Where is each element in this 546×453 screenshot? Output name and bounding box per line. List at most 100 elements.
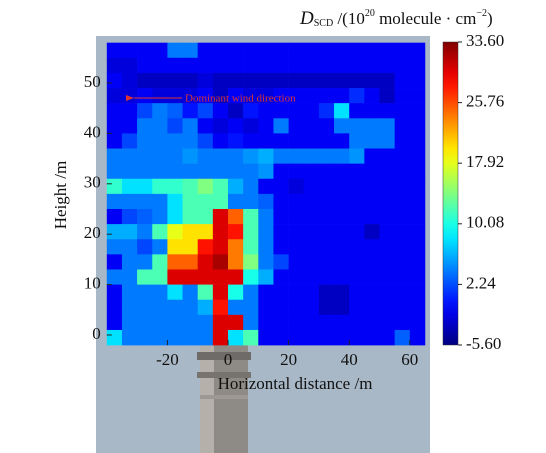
heat-cell: [379, 209, 395, 225]
heat-cell: [152, 284, 168, 301]
heat-cell: [167, 118, 183, 134]
heat-cell: [106, 254, 123, 270]
heat-cell: [228, 42, 244, 59]
y-tick-label: 30: [84, 173, 101, 192]
heat-cell: [318, 254, 335, 270]
colorbar-tick-label: -5.60: [466, 334, 501, 353]
heat-cell: [137, 148, 153, 164]
heat-cell: [349, 254, 365, 270]
y-tick-label: 0: [92, 324, 101, 343]
heat-cell: [288, 88, 305, 104]
heat-cell: [334, 224, 350, 240]
heat-cell: [167, 42, 183, 59]
heat-cell: [106, 88, 123, 104]
heat-cell: [303, 224, 320, 240]
heat-cell: [197, 163, 214, 180]
heat-cell: [121, 57, 138, 74]
heat-cell: [137, 193, 153, 210]
heat-cell: [182, 148, 198, 164]
heat-cell: [394, 118, 411, 134]
heat-cell: [258, 284, 274, 301]
heat-cell: [303, 42, 320, 59]
heat-cell: [394, 299, 411, 316]
heat-cell: [364, 299, 380, 316]
y-tick-label: 40: [84, 122, 101, 141]
heat-cell: [318, 284, 335, 301]
heat-cell: [318, 329, 335, 346]
heat-cell: [409, 299, 426, 316]
heat-cell: [318, 72, 335, 89]
heat-cell: [303, 299, 320, 316]
heat-cell: [197, 42, 214, 59]
heat-cell: [349, 163, 365, 180]
heat-cell: [197, 133, 214, 149]
heat-cell: [303, 269, 320, 285]
heat-cell: [167, 269, 183, 285]
heat-cell: [258, 193, 274, 210]
heat-cell: [364, 118, 380, 134]
heat-cell: [349, 239, 365, 255]
heat-cell: [364, 239, 380, 255]
colorbar-title-part: ): [487, 9, 493, 28]
heat-cell: [152, 148, 168, 164]
heat-cell: [243, 239, 259, 255]
heat-cell: [288, 269, 305, 285]
heat-cell: [121, 178, 138, 195]
heat-cell: [394, 72, 411, 89]
heat-cell: [409, 57, 426, 74]
heat-cell: [288, 178, 305, 195]
heat-cell: [394, 42, 411, 59]
heat-cell: [182, 72, 198, 89]
heat-cell: [121, 72, 138, 89]
heat-cell: [364, 163, 380, 180]
heat-cell: [121, 269, 138, 285]
heat-cell: [167, 133, 183, 149]
heat-cell: [212, 269, 229, 285]
heat-cell: [212, 329, 229, 346]
heat-cell: [106, 57, 123, 74]
heat-cell: [349, 284, 365, 301]
heat-cell: [137, 254, 153, 270]
heat-cell: [318, 118, 335, 134]
heat-cell: [288, 163, 305, 180]
heat-cell: [106, 148, 123, 164]
heat-cell: [152, 57, 168, 74]
heat-cell: [288, 118, 305, 134]
heat-cell: [212, 224, 229, 240]
heat-cell: [212, 193, 229, 210]
y-tick-label: 20: [84, 223, 101, 242]
heat-cell: [394, 178, 411, 195]
heat-cell: [182, 209, 198, 225]
heat-cell: [121, 103, 138, 119]
heat-cell: [197, 193, 214, 210]
heat-cell: [152, 193, 168, 210]
heat-cell: [318, 163, 335, 180]
heat-cell: [394, 224, 411, 240]
heat-cell: [258, 42, 274, 59]
heat-cell: [228, 88, 244, 104]
heat-cell: [167, 329, 183, 346]
heat-cell: [182, 224, 198, 240]
heat-cell: [182, 118, 198, 134]
heat-cell: [409, 269, 426, 285]
heat-cell: [364, 72, 380, 89]
heat-cell: [303, 133, 320, 149]
heat-cell: [303, 193, 320, 210]
x-axis-label: Horizontal distance /m: [218, 374, 373, 393]
heat-cell: [409, 118, 426, 134]
heat-cell: [197, 88, 214, 104]
heat-cell: [409, 284, 426, 301]
heat-cell: [228, 224, 244, 240]
heat-cell: [379, 178, 395, 195]
heat-cell: [212, 118, 229, 134]
heat-cell: [197, 148, 214, 164]
heat-cell: [228, 254, 244, 270]
heat-cell: [197, 209, 214, 225]
heat-cell: [318, 178, 335, 195]
heat-cell: [137, 239, 153, 255]
heat-cell: [197, 299, 214, 316]
heat-cell: [137, 178, 153, 195]
heat-cell: [303, 118, 320, 134]
colorbar-tick-label: 25.76: [466, 92, 504, 111]
heat-cell: [212, 314, 229, 331]
